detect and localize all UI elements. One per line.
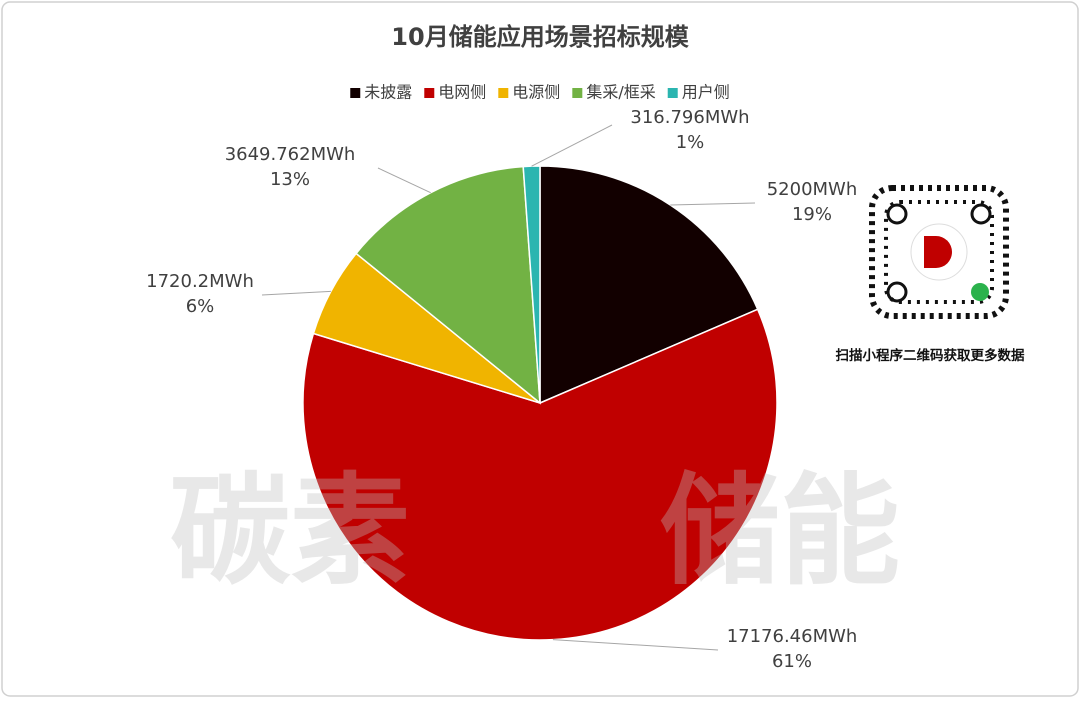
percent-label: 1% [676, 132, 705, 153]
legend-swatch [498, 88, 509, 98]
pie-slice [302, 308, 778, 641]
qr-logo-mark [924, 236, 952, 268]
leader-line [670, 202, 756, 206]
percent-label: 19% [792, 204, 832, 225]
data-label: 5200MWh [767, 179, 858, 200]
pie: 5200MWh 19% 17176.46MWh 61% 1720.2MWh 6% 3649.… [146, 107, 857, 672]
side-note: 扫描小程序二维码获取更多数据 [836, 347, 1025, 364]
qr-pattern [884, 200, 994, 304]
data-label: 17176.46MWh [727, 626, 858, 647]
percent-label: 13% [270, 169, 310, 190]
chart-title: 10月储能应用场景招标规模 [391, 23, 689, 51]
legend-label: 电网侧 [438, 83, 486, 102]
legend: 未披露 电网侧 电源侧 集采/框采 用户侧 [350, 83, 730, 102]
legend-label: 集采/框采 [586, 83, 655, 102]
legend-label: 未披露 [364, 83, 412, 102]
watermark-text: 碳素 [170, 463, 410, 602]
data-label: 1720.2MWh [146, 271, 254, 292]
legend-label: 用户侧 [682, 83, 730, 102]
qr-finder [886, 281, 908, 303]
qr-code [869, 185, 1009, 319]
qr-finder [886, 203, 908, 225]
percent-label: 6% [186, 296, 215, 317]
data-label: 316.796MWh [630, 107, 749, 128]
qr-finder [970, 203, 992, 225]
legend-swatch [350, 88, 361, 98]
pie-slice [539, 165, 759, 405]
watermark-text: 储能 [660, 463, 900, 602]
qr-badge [971, 283, 989, 301]
qr-pattern [869, 185, 1009, 319]
leader-line [552, 639, 719, 651]
legend-swatch [572, 88, 583, 98]
legend-label: 电源侧 [512, 83, 560, 102]
watermark: 碳素 储能 [170, 463, 900, 602]
leader-line [261, 290, 331, 296]
leader-line [531, 124, 613, 167]
legend-swatch [667, 88, 678, 98]
leader-line [377, 167, 431, 194]
legend-swatch [424, 88, 435, 98]
data-label: 3649.762MWh [225, 144, 356, 165]
percent-label: 61% [772, 651, 812, 672]
